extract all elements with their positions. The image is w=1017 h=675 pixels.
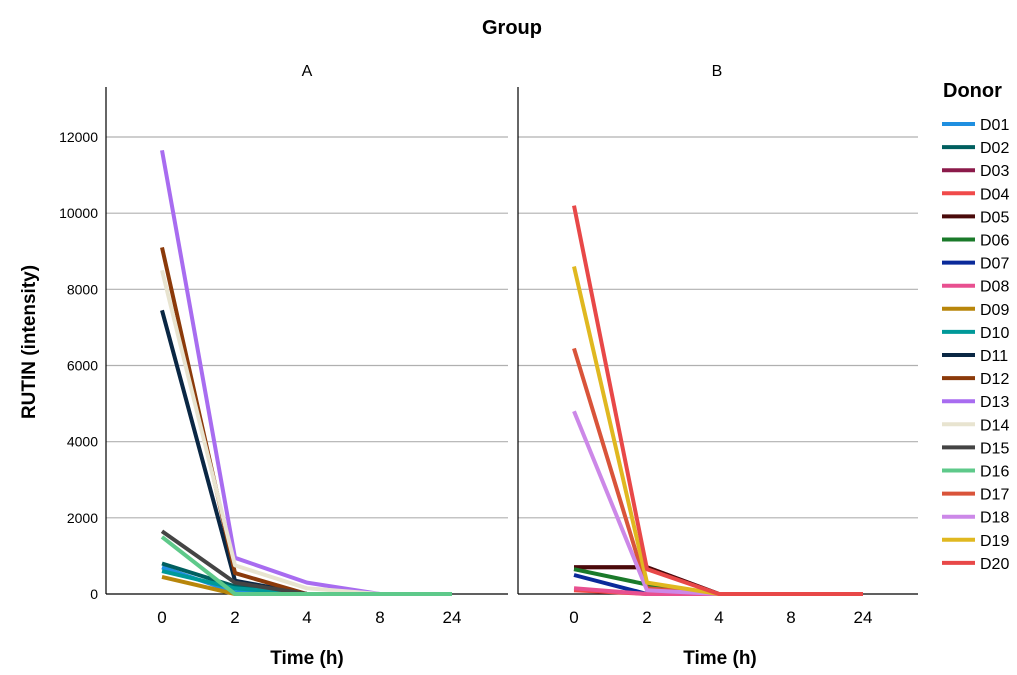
x-axis-label-a: Time (h) bbox=[270, 648, 344, 669]
legend-label-d06: D06 bbox=[980, 233, 1009, 250]
x-tick-label: 0 bbox=[157, 608, 166, 627]
x-tick-label: 2 bbox=[230, 608, 239, 627]
legend-title: Donor bbox=[943, 80, 1002, 102]
legend-label-d09: D09 bbox=[980, 302, 1009, 319]
series-line-d20 bbox=[572, 205, 863, 596]
legend-label-d08: D08 bbox=[980, 279, 1009, 296]
y-tick-label: 4000 bbox=[67, 434, 98, 450]
x-tick-label: 4 bbox=[302, 608, 311, 627]
x-tick-label: 8 bbox=[375, 608, 384, 627]
y-tick-label: 6000 bbox=[67, 358, 98, 374]
legend-label-d12: D12 bbox=[980, 371, 1009, 388]
legend-label-d13: D13 bbox=[980, 394, 1009, 411]
x-tick-label: 24 bbox=[854, 608, 873, 627]
legend-label-d18: D18 bbox=[980, 510, 1009, 527]
legend-label-d04: D04 bbox=[980, 186, 1009, 203]
facet-label-a: A bbox=[302, 63, 313, 80]
legend-label-d17: D17 bbox=[980, 487, 1009, 504]
y-tick-label: 2000 bbox=[67, 510, 98, 526]
legend: Donor D01 D02 D03 D04 D05 D06 D07 D08 D09 D10 D11 D… bbox=[942, 80, 1009, 573]
y-tick-label: 8000 bbox=[67, 281, 98, 297]
facet-label-b: B bbox=[712, 63, 723, 80]
legend-label-d03: D03 bbox=[980, 163, 1009, 180]
y-axis-label: RUTIN (intensity) bbox=[19, 265, 40, 419]
chart-title: Group bbox=[482, 17, 542, 39]
legend-label-d14: D14 bbox=[980, 417, 1009, 434]
legend-label-d01: D01 bbox=[980, 117, 1009, 134]
x-tick-label: 24 bbox=[443, 608, 462, 627]
x-tick-label: 8 bbox=[786, 608, 795, 627]
y-tick-label: 0 bbox=[90, 586, 98, 602]
legend-label-d10: D10 bbox=[980, 325, 1009, 342]
series-line-d17 bbox=[572, 347, 863, 596]
legend-label-d16: D16 bbox=[980, 464, 1009, 481]
legend-label-d05: D05 bbox=[980, 209, 1009, 226]
y-tick-label: 10000 bbox=[59, 205, 98, 221]
series-line-d12 bbox=[160, 246, 452, 596]
series-line-d13 bbox=[160, 149, 452, 596]
x-tick-label: 0 bbox=[569, 608, 578, 627]
legend-label-d15: D15 bbox=[980, 440, 1009, 457]
y-tick-label: 12000 bbox=[59, 129, 98, 145]
x-axis-label-b: Time (h) bbox=[683, 648, 757, 669]
x-tick-label: 4 bbox=[714, 608, 723, 627]
x-tick-label: 2 bbox=[642, 608, 651, 627]
legend-label-d19: D19 bbox=[980, 533, 1009, 550]
facet-panel-b: B 0 2 4 8 24 bbox=[517, 63, 918, 627]
legend-label-d11: D11 bbox=[980, 348, 1008, 365]
legend-label-d02: D02 bbox=[980, 140, 1009, 157]
legend-label-d20: D20 bbox=[980, 556, 1009, 573]
series-line-d16 bbox=[160, 535, 452, 596]
series-line-d14 bbox=[160, 269, 452, 596]
legend-label-d07: D07 bbox=[980, 256, 1009, 273]
